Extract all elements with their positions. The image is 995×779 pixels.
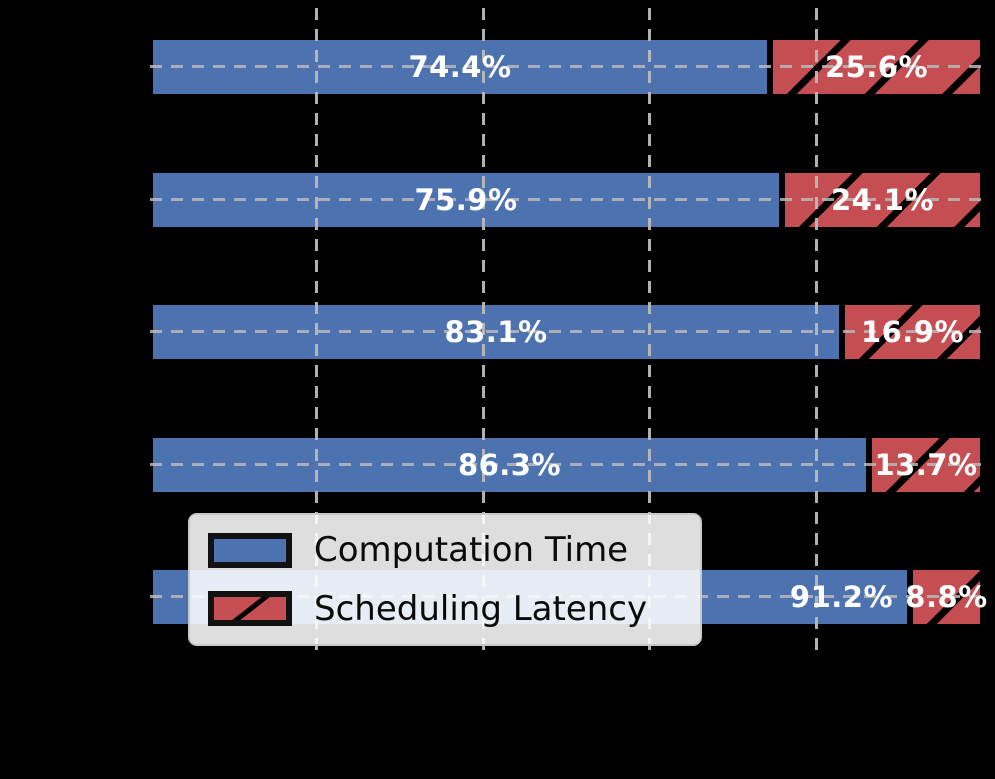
gridline-vertical-80pct	[815, 8, 818, 658]
computation-time-value: 74.4%	[408, 50, 512, 84]
legend-label-scheduling-latency: Scheduling Latency	[314, 588, 648, 629]
computation-time-swatch-icon	[208, 532, 292, 568]
scheduling-latency-value: 16.9%	[860, 315, 965, 349]
computation-time-value: 86.3%	[457, 448, 562, 482]
scheduling-latency-value: 25.6%	[824, 50, 929, 84]
legend: Computation Time Scheduling Latency	[188, 513, 702, 646]
scheduling-latency-segment: 8.8%	[905, 567, 987, 627]
scheduling-latency-swatch-icon	[208, 591, 292, 627]
scheduling-latency-value: 13.7%	[874, 448, 978, 482]
legend-entry-scheduling-latency: Scheduling Latency	[202, 589, 688, 629]
hatch-slash-icon	[214, 597, 286, 621]
scheduling-latency-value: 8.8%	[905, 580, 988, 614]
gridline-vertical-20pct	[315, 8, 318, 658]
gridline-horizontal-row1	[150, 65, 984, 68]
gridline-horizontal-row4	[150, 463, 984, 466]
gridline-vertical-40pct	[482, 8, 485, 658]
scheduling-latency-segment: 16.9%	[842, 302, 983, 362]
legend-label-computation-time: Computation Time	[314, 530, 629, 571]
legend-entry-computation-time: Computation Time	[202, 530, 688, 570]
gridline-horizontal-row3	[150, 330, 984, 333]
scheduling-latency-value: 24.1%	[830, 183, 935, 217]
gridline-vertical-60pct	[648, 8, 651, 658]
gridline-horizontal-row2	[150, 198, 984, 201]
scheduling-latency-segment: 13.7%	[869, 435, 983, 495]
computation-time-value: 83.1%	[444, 315, 548, 349]
computation-time-value: 91.2%	[789, 580, 893, 614]
computation-time-value: 75.9%	[414, 183, 518, 217]
